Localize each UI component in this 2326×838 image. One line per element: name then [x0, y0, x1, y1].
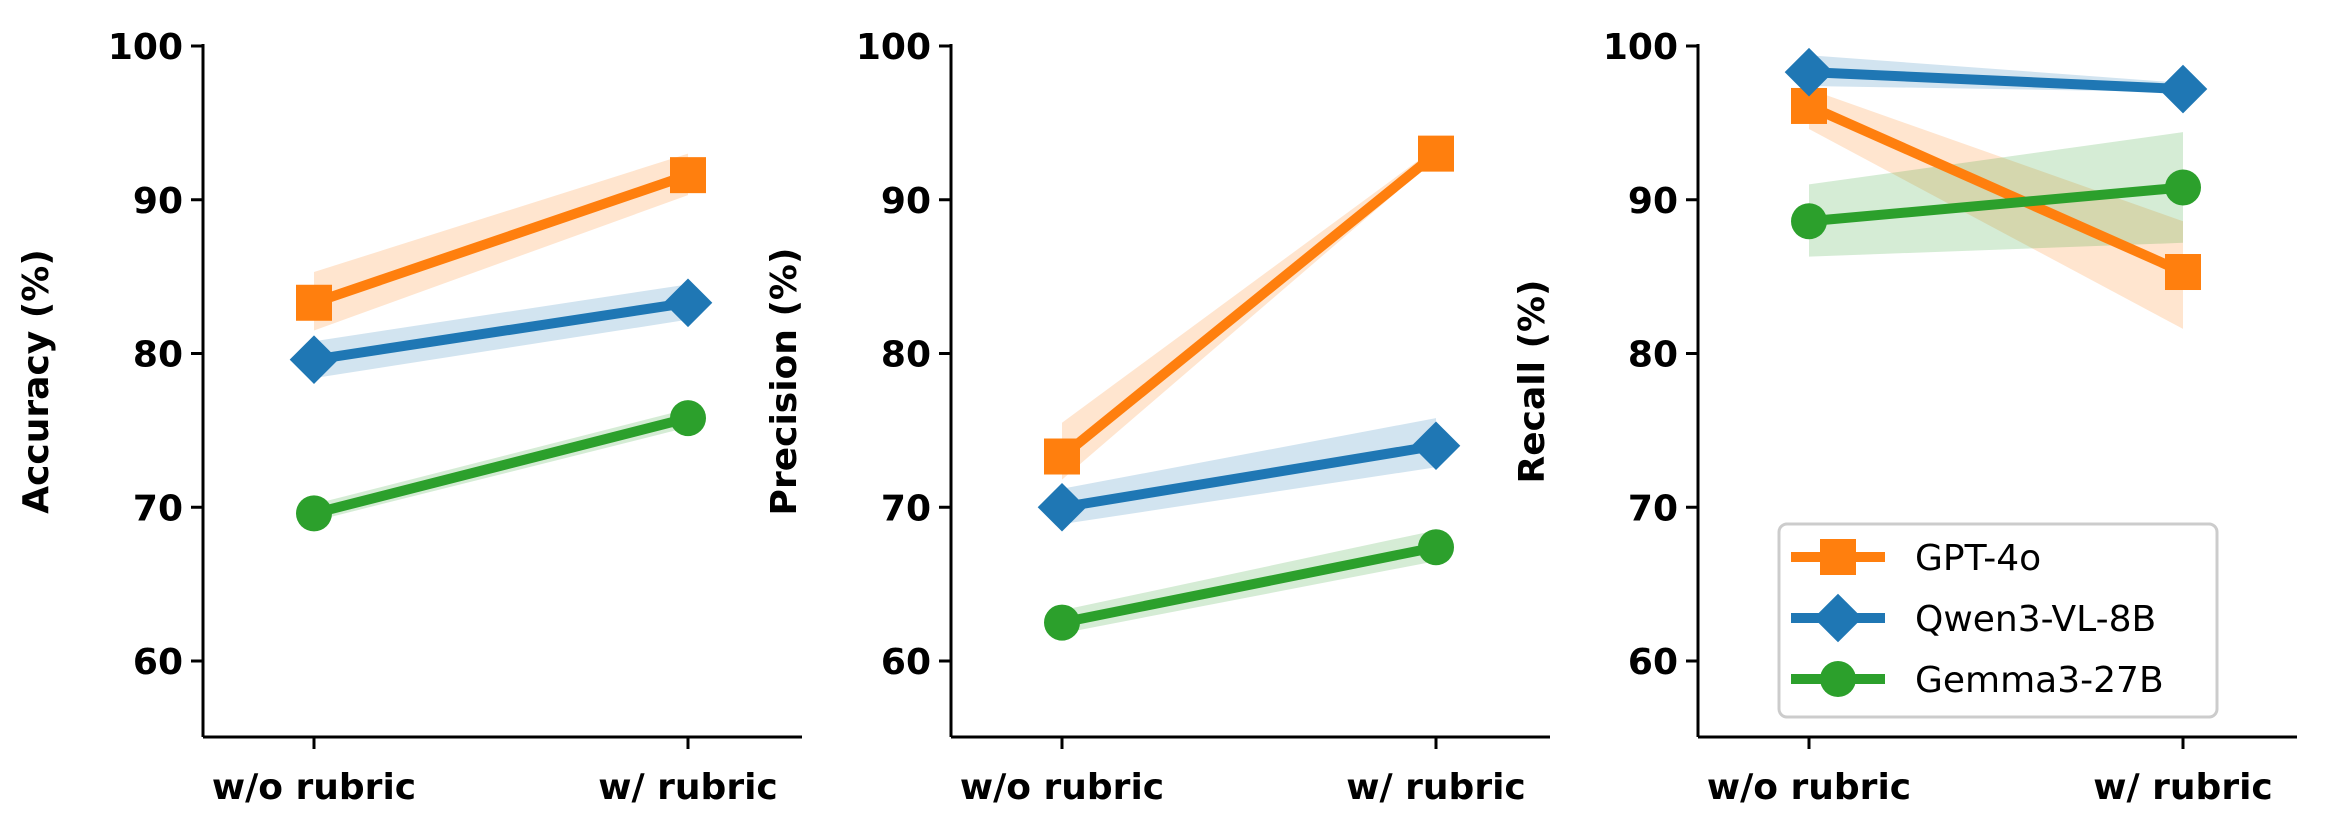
y-tick-label: 60: [881, 642, 931, 683]
legend-label: Gemma3-27B: [1915, 660, 2164, 701]
subplot-recall: 60 70 80 90 100 w/o rubric w/ rubric Recall (%): [1512, 27, 2297, 808]
y-axis-title: Recall (%): [1512, 280, 1553, 484]
y-tick-label: 90: [1628, 181, 1678, 222]
x-tick-label: w/o rubric: [960, 767, 1164, 808]
series-line: [312, 413, 690, 519]
y-tick-label: 80: [133, 335, 183, 376]
series-line: [1061, 542, 1437, 628]
y-tick-label: 80: [1628, 335, 1678, 376]
x-tick-label: w/o rubric: [1707, 767, 1911, 808]
y-tick-label: 100: [856, 27, 931, 68]
y-tick-label: 90: [133, 181, 183, 222]
legend-label: GPT-4o: [1915, 538, 2041, 579]
x-tick-label: w/ rubric: [2093, 767, 2273, 808]
y-tick-label: 70: [881, 488, 931, 529]
y-tick-label: 100: [108, 27, 183, 68]
series-line: [312, 170, 690, 308]
x-tick-label: w/o rubric: [212, 767, 416, 808]
y-tick-label: 70: [133, 488, 183, 529]
series-line: [1806, 101, 2186, 277]
x-tick-label: w/ rubric: [1346, 767, 1526, 808]
y-tick-label: 60: [133, 642, 183, 683]
series-line: [1808, 182, 2184, 227]
series-line: [1058, 149, 1440, 461]
confidence-band: [1062, 418, 1436, 525]
x-tick-label: w/ rubric: [598, 767, 778, 808]
subplot-accuracy: 60 70 80 90 100 w/o rubric w/ rubric Accuracy (…: [16, 27, 802, 808]
y-tick-label: 80: [881, 335, 931, 376]
y-axis-title: Precision (%): [764, 248, 805, 516]
y-axis-title: Accuracy (%): [16, 249, 57, 514]
series-line: [1061, 440, 1437, 513]
series-line: [1808, 67, 2184, 95]
y-tick-label: 70: [1628, 488, 1678, 529]
y-tick-label: 60: [1628, 642, 1678, 683]
legend-label: Qwen3-VL-8B: [1915, 599, 2156, 640]
subplot-precision: 60 70 80 90 100 w/o rubric w/ rubric Precision …: [764, 27, 1550, 808]
series-line: [313, 297, 689, 365]
y-tick-label: 90: [881, 181, 931, 222]
legend: GPT-4o Qwen3-VL-8B Gemma3-27B: [1777, 522, 2219, 719]
y-tick-label: 100: [1603, 27, 1678, 68]
